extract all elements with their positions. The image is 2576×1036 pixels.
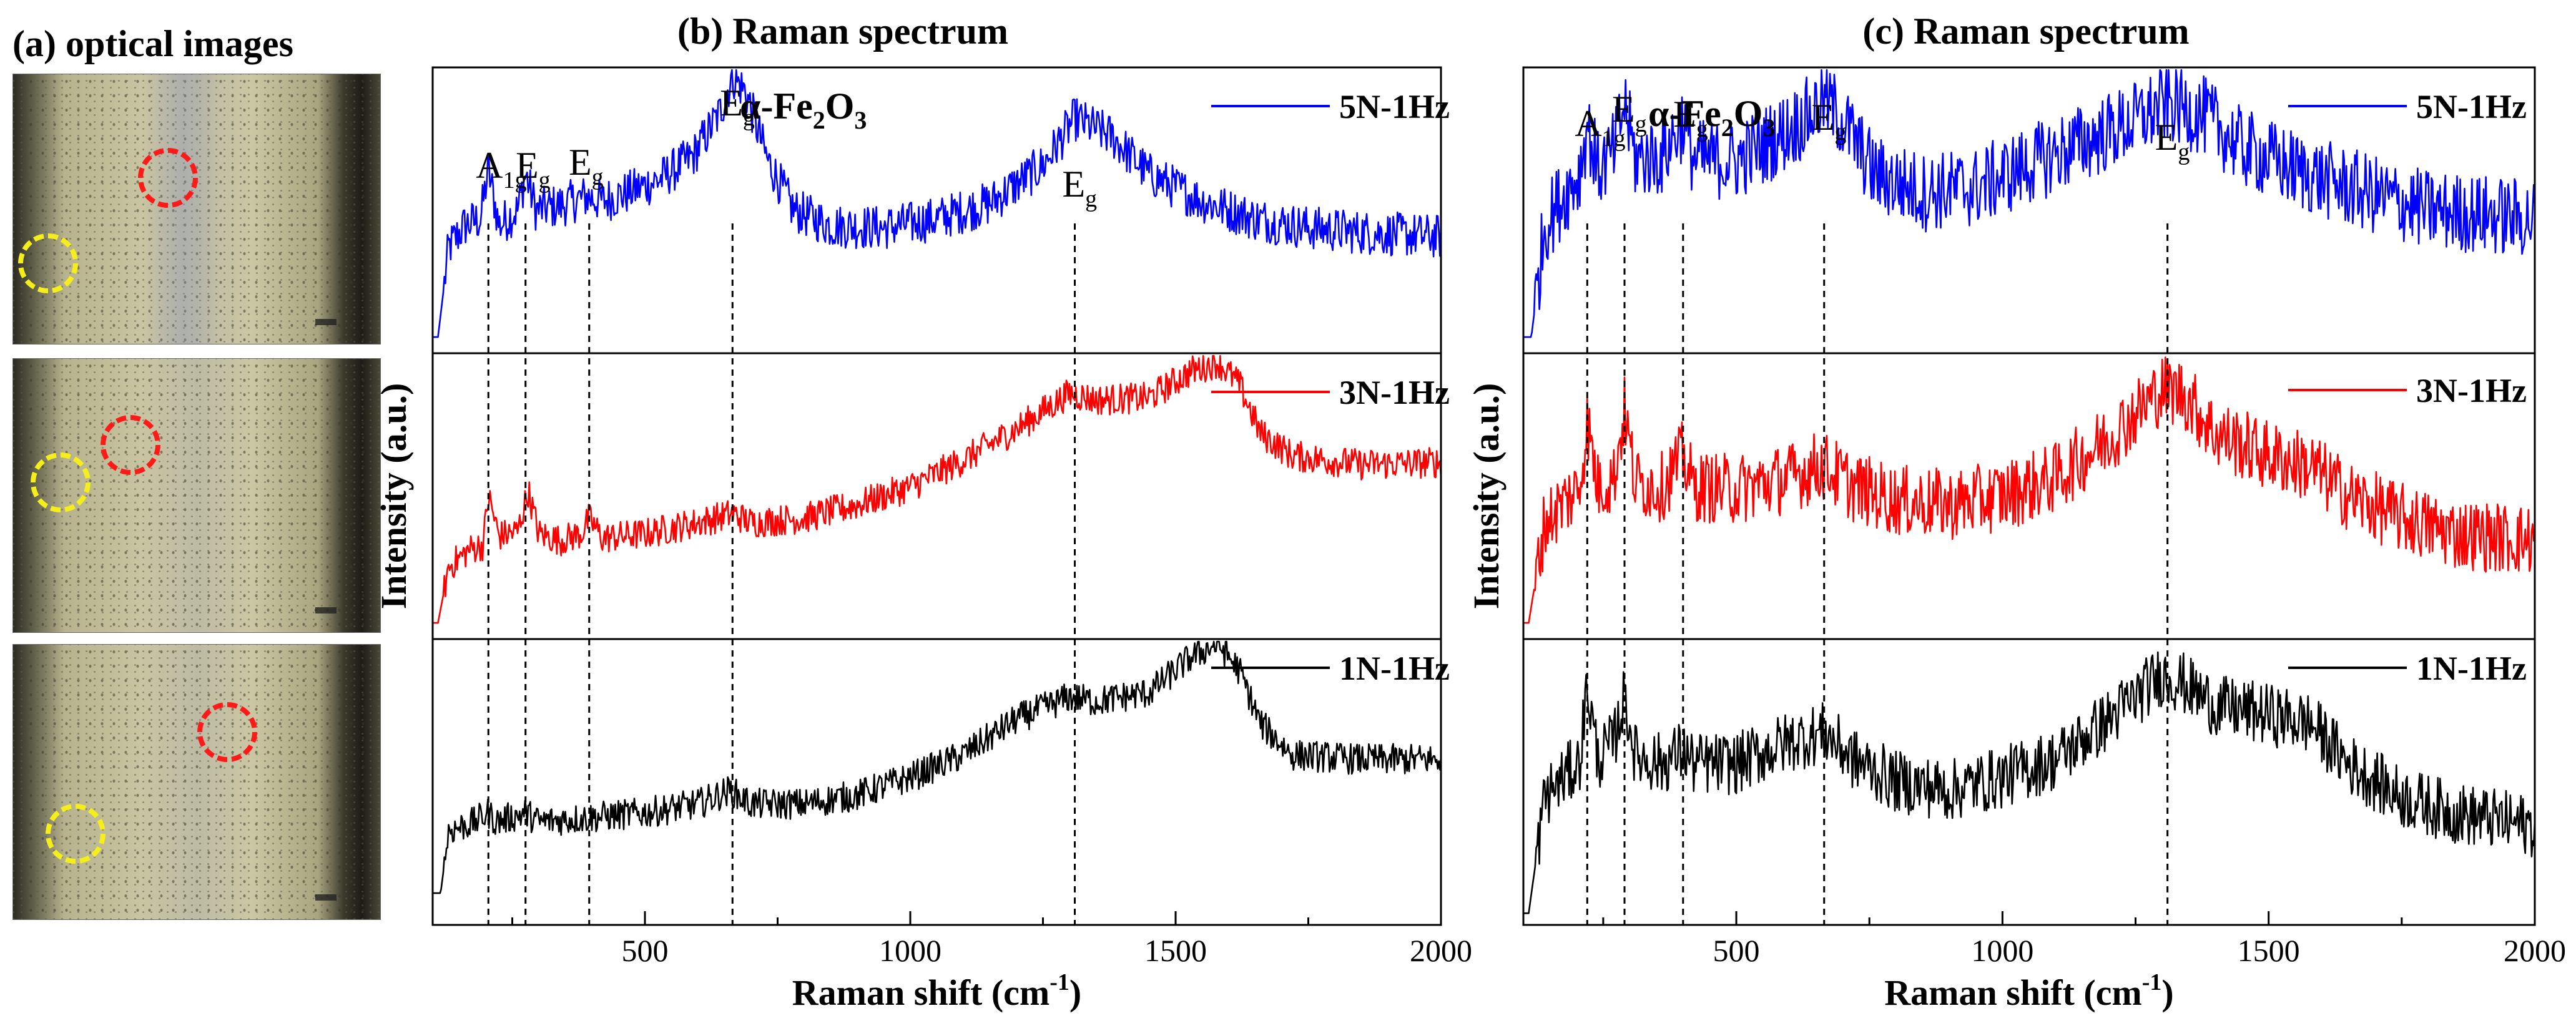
x-tick-label: 1000 xyxy=(879,933,941,968)
series-line-1N-1Hz xyxy=(1523,651,2536,914)
optical-image-3N xyxy=(12,358,381,633)
legend-label-5N-1Hz: 5N-1Hz xyxy=(1339,88,1450,125)
series-line-5N-1Hz xyxy=(1523,69,2536,338)
peak-label: Eg xyxy=(516,145,551,193)
x-tick-label: 500 xyxy=(622,933,669,968)
peak-label: A1g xyxy=(476,145,526,193)
scale-bar xyxy=(315,319,337,325)
panel-a-title: (a) optical images xyxy=(12,23,293,64)
plot-frame xyxy=(1522,66,2536,926)
series-line-3N-1Hz xyxy=(433,354,1442,624)
yellow-circle xyxy=(18,233,78,293)
scale-bar xyxy=(315,894,337,901)
series-line-5N-1Hz xyxy=(433,69,1442,338)
series-line-3N-1Hz xyxy=(1523,356,2536,624)
yellow-circle xyxy=(46,804,106,864)
chart-panel-c: (c) Raman spectrum5N-1Hz3N-1Hz1N-1HzA1gE… xyxy=(1466,11,2566,1013)
legend-label-1N-1Hz: 1N-1Hz xyxy=(2416,650,2527,687)
legend-label-5N-1Hz: 5N-1Hz xyxy=(2416,88,2527,125)
peak-label: Eg xyxy=(569,142,604,190)
y-axis-label: Intensity (a.u.) xyxy=(1466,383,1507,610)
peak-label: A1g xyxy=(1575,103,1625,152)
x-tick-label: 2000 xyxy=(2504,933,2566,968)
x-tick-label: 1000 xyxy=(1971,933,2033,968)
chart-title: (b) Raman spectrum xyxy=(677,11,1008,52)
x-axis-label: Raman shift (cm-1) xyxy=(792,969,1081,1013)
peak-label: Eg xyxy=(2155,117,2190,165)
optical-image-1N xyxy=(12,644,381,920)
chart-title: (c) Raman spectrum xyxy=(1862,11,2189,52)
optical-image-5N xyxy=(12,74,381,345)
series-line-1N-1Hz xyxy=(433,640,1442,894)
compound-label: α-Fe2O3 xyxy=(740,86,867,134)
red-circle xyxy=(138,148,198,208)
chart-panel-b: (b) Raman spectrum5N-1Hz3N-1Hz1N-1HzA1gE… xyxy=(373,11,1472,1013)
x-tick-label: 1500 xyxy=(1144,933,1207,968)
legend-label-3N-1Hz: 3N-1Hz xyxy=(1339,374,1450,411)
red-circle xyxy=(197,702,257,762)
peak-label: Eg xyxy=(1063,164,1098,212)
y-axis-label: Intensity (a.u.) xyxy=(373,383,414,610)
peak-label: Eg xyxy=(1812,97,1847,145)
x-tick-label: 500 xyxy=(1713,933,1760,968)
legend-label-1N-1Hz: 1N-1Hz xyxy=(1339,650,1450,687)
x-tick-label: 1500 xyxy=(2238,933,2300,968)
plot-frame xyxy=(431,66,1442,926)
x-tick-label: 2000 xyxy=(1410,933,1472,968)
legend-label-3N-1Hz: 3N-1Hz xyxy=(2416,372,2527,409)
scale-bar xyxy=(315,607,337,613)
peak-label: Eg xyxy=(720,82,755,131)
red-circle xyxy=(101,415,160,475)
peak-label: Eg xyxy=(1612,89,1647,137)
peak-label: Eg xyxy=(1673,94,1708,142)
compound-label: α-Fe2O3 xyxy=(1648,93,1775,142)
yellow-circle xyxy=(31,452,91,512)
x-axis-label: Raman shift (cm-1) xyxy=(1884,969,2173,1013)
